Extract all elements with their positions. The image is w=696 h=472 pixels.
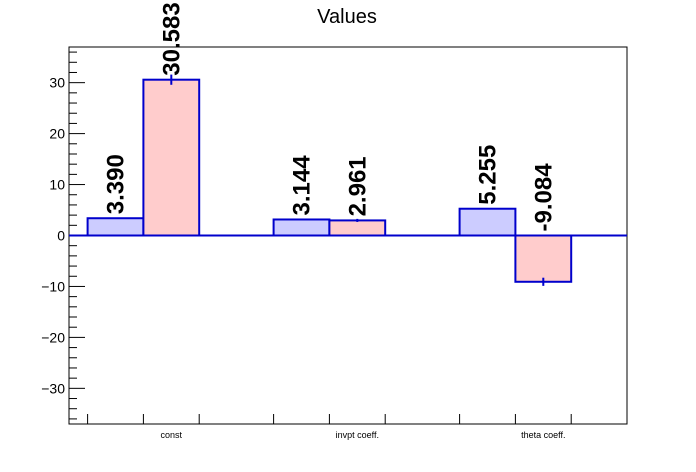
y-axis: −30 −20 −10 0 10 20 30 <box>41 51 85 420</box>
x-axis: const invpt coeff. theta coeff. <box>87 414 572 440</box>
data-label: 2.961 <box>344 156 371 216</box>
y-tick-label: −10 <box>41 278 65 294</box>
bar-series1-0 <box>86 217 145 237</box>
data-label: 3.390 <box>103 154 130 214</box>
y-tick-label: 20 <box>49 126 65 142</box>
bar-series1-1 <box>272 218 331 237</box>
chart-title: Values <box>317 6 377 28</box>
bar-series2-0 <box>142 78 201 237</box>
bar-series2-2 <box>514 234 573 283</box>
bars-group <box>86 74 573 286</box>
x-tick-label: const <box>161 430 183 440</box>
data-label: 5.255 <box>475 145 502 205</box>
bar-series1-2 <box>458 207 517 237</box>
y-tick-label: 10 <box>49 177 65 193</box>
data-label: -9.084 <box>530 163 557 232</box>
data-label: 3.144 <box>289 155 316 216</box>
data-labels-group: 3.390 3.144 5.255 30.583 2.961 -9.084 <box>103 2 558 231</box>
x-tick-label: invpt coeff. <box>336 430 379 440</box>
data-label: 30.583 <box>158 2 185 75</box>
y-tick-label: 30 <box>49 75 65 91</box>
bar-series2-1 <box>328 219 387 237</box>
y-tick-label: 0 <box>57 228 65 244</box>
y-tick-label: −20 <box>41 329 65 345</box>
x-tick-label: theta coeff. <box>521 430 565 440</box>
y-tick-label: −30 <box>41 380 65 396</box>
